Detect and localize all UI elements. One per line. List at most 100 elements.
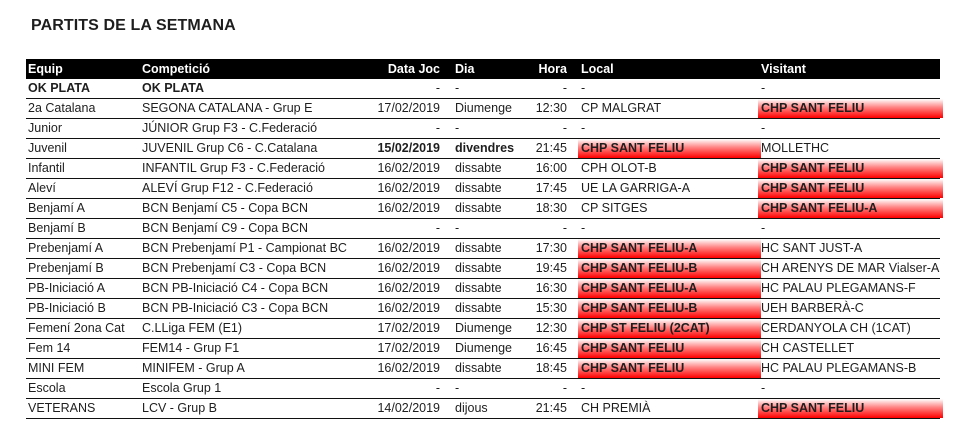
table-row: Juvenil JUVENIL Grup C6 - C.Catalana 15/02… <box>26 139 940 159</box>
table-body: OK PLATA OK PLATA - - - - -2a Catalana SEGONA C… <box>26 79 943 419</box>
cell-visitant: - <box>761 221 766 235</box>
cell-competicio: JUVENIL Grup C6 - C.Catalana <box>142 141 318 155</box>
cell-visitant: CHP SANT FELIU <box>758 99 943 118</box>
cell-local: - <box>581 81 586 95</box>
cell-hora: 17:45 <box>535 181 567 195</box>
cell-local: CHP SANT FELIU-A <box>578 239 761 258</box>
cell-dia: divendres <box>455 141 515 155</box>
cell-visitant: CERDANYOLA CH (1CAT) <box>761 321 911 335</box>
header-equip: Equip <box>28 62 63 76</box>
cell-dia: dissabte <box>455 261 502 275</box>
cell-competicio: C.LLiga FEM (E1) <box>142 321 243 335</box>
table-row: PB-Iniciació B BCN PB-Iniciació C3 - Copa… <box>26 299 940 319</box>
cell-visitant: MOLLETHC <box>761 141 830 155</box>
cell-competicio: JÚNIOR Grup F3 - C.Federació <box>142 121 318 135</box>
cell-dia: dissabte <box>455 361 502 375</box>
cell-hora: 12:30 <box>535 101 567 115</box>
cell-hora: - <box>562 221 567 235</box>
header-dia: Dia <box>455 62 475 76</box>
cell-visitant: - <box>761 81 766 95</box>
table-header: Equip Competició Data Joc Dia Hora Local… <box>26 59 940 79</box>
cell-dia: - <box>455 221 460 235</box>
cell-hora: 16:45 <box>535 341 567 355</box>
cell-dia: dissabte <box>455 161 502 175</box>
header-competicio: Competició <box>142 62 211 76</box>
cell-equip: Juvenil <box>28 141 67 155</box>
cell-dia: Diumenge <box>455 321 512 335</box>
cell-dia: dissabte <box>455 241 502 255</box>
cell-competicio: BCN PB-Iniciació C4 - Copa BCN <box>142 281 329 295</box>
header-visitant: Visitant <box>761 62 806 76</box>
header-hora: Hora <box>538 62 567 76</box>
cell-local: - <box>581 121 586 135</box>
cell-equip: Prebenjamí B <box>28 261 104 275</box>
table-row: Escola Escola Grup 1----- <box>26 379 940 399</box>
table-row: Junior JÚNIOR Grup F3 - C.Federació - - - - - <box>26 119 940 139</box>
cell-local: CH PREMIÀ <box>581 401 651 415</box>
cell-data: - <box>435 121 440 135</box>
cell-hora: - <box>562 81 567 95</box>
cell-local: CHP ST FELIU (2CAT) <box>578 319 761 338</box>
cell-visitant: CHP SANT FELIU <box>758 179 943 198</box>
cell-hora: 16:00 <box>535 161 567 175</box>
table-row: 2a Catalana SEGONA CATALANA - Grup E 17/02… <box>26 99 943 119</box>
cell-visitant: HC PALAU PLEGAMANS-F <box>761 281 916 295</box>
table-row: VETERANS LCV - Grup B 14/02/2019 dijous 21:4… <box>26 399 943 419</box>
cell-local: - <box>581 381 586 395</box>
cell-competicio: SEGONA CATALANA - Grup E <box>142 101 313 115</box>
cell-dia: dissabte <box>455 281 502 295</box>
table-row: Fem 14 FEM14 - Grup F1 17/02/2019 Diumenge 1… <box>26 339 940 359</box>
cell-hora: 19:45 <box>535 261 567 275</box>
cell-competicio: BCN Benjamí C5 - Copa BCN <box>142 201 309 215</box>
cell-competicio: INFANTIL Grup F3 - C.Federació <box>142 161 325 175</box>
cell-visitant: CHP SANT FELIU <box>758 399 943 418</box>
cell-local: - <box>581 221 586 235</box>
cell-dia: dissabte <box>455 201 502 215</box>
table-row: Benjamí B BCN Benjamí C9 - Copa BCN - - - - - <box>26 219 940 239</box>
cell-equip: Benjamí A <box>28 201 85 215</box>
cell-hora: 21:45 <box>535 401 567 415</box>
cell-hora: 18:45 <box>535 361 567 375</box>
cell-competicio: BCN PB-Iniciació C3 - Copa BCN <box>142 301 329 315</box>
cell-local: CP MALGRAT <box>581 101 662 115</box>
cell-local: UE LA GARRIGA-A <box>581 181 691 195</box>
cell-competicio: LCV - Grup B <box>142 401 218 415</box>
header-local: Local <box>581 62 614 76</box>
cell-visitant: - <box>761 121 766 135</box>
cell-data: 17/02/2019 <box>377 341 440 355</box>
cell-hora: - <box>562 381 567 395</box>
cell-data: 16/02/2019 <box>377 241 440 255</box>
cell-dia: dissabte <box>455 301 502 315</box>
cell-competicio: BCN Benjamí C9 - Copa BCN <box>142 221 309 235</box>
cell-visitant: UEH BARBERÀ-C <box>761 301 864 315</box>
cell-data: 14/02/2019 <box>377 401 440 415</box>
cell-data: 16/02/2019 <box>377 261 440 275</box>
cell-equip: 2a Catalana <box>28 101 96 115</box>
cell-local: CHP SANT FELIU-B <box>578 259 761 278</box>
cell-dia: - <box>455 121 460 135</box>
cell-visitant: - <box>761 381 766 395</box>
cell-data: - <box>435 221 440 235</box>
cell-hora: 17:30 <box>535 241 567 255</box>
cell-equip: Femení 2ona Cat <box>28 321 125 335</box>
cell-local: CHP SANT FELIU <box>578 359 761 378</box>
cell-local: CHP SANT FELIU <box>578 139 761 158</box>
cell-competicio: Escola Grup 1 <box>142 381 222 395</box>
cell-competicio: ALEVÍ Grup F12 - C.Federació <box>142 181 313 195</box>
cell-data: 16/02/2019 <box>377 281 440 295</box>
cell-equip: MINI FEM <box>28 361 85 375</box>
cell-dia: Diumenge <box>455 341 512 355</box>
page-title: PARTITS DE LA SETMANA <box>31 17 236 34</box>
cell-competicio: MINIFEM - Grup A <box>142 361 245 375</box>
cell-hora: 18:30 <box>535 201 567 215</box>
cell-competicio: OK PLATA <box>142 81 205 95</box>
cell-local: CHP SANT FELIU-A <box>578 279 761 298</box>
cell-data: 17/02/2019 <box>377 321 440 335</box>
cell-hora: 16:30 <box>535 281 567 295</box>
cell-equip: OK PLATA <box>28 81 91 95</box>
cell-visitant: CH ARENYS DE MAR Vialser-A <box>761 261 940 275</box>
cell-hora: 15:30 <box>535 301 567 315</box>
cell-equip: Junior <box>28 121 63 135</box>
cell-dia: - <box>455 81 460 95</box>
cell-dia: Diumenge <box>455 101 512 115</box>
